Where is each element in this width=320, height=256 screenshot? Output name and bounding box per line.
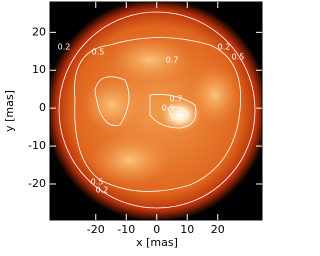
y-tick-label: -10 [28,139,46,152]
chart: x [mas] y [mas] -20 -10 0 10 20 -20 -10 0 10 20 0.… [3,1,263,249]
y-axis-label: y [mas] [3,90,16,132]
image [50,2,262,220]
x-tick-label: -10 [117,223,135,236]
contour-label: 0.5 [91,178,104,187]
x-tick-label: 10 [180,223,194,236]
x-axis-label: x [mas] [136,236,178,249]
contour-label: 0.2 [58,43,71,52]
x-tick-label: 0 [153,223,160,236]
y-tick-label: 0 [39,101,46,114]
contour-label: 0.7 [170,95,183,104]
plot-frame [49,1,263,221]
y-tick-label: 20 [32,25,46,38]
contour-label: 0.5 [232,53,245,62]
contours [58,11,256,209]
x-tick-label: 20 [211,223,225,236]
contour-label: 0.9 [162,104,175,113]
contour-label: 0.7 [166,56,179,65]
contour-label: 0.2 [218,43,231,52]
y-tick-label: -20 [28,177,46,190]
contour-label: 0.5 [92,48,105,57]
y-tick-label: 10 [32,63,46,76]
x-tick-label: -20 [87,223,105,236]
contour-label: 0.2 [96,186,109,195]
